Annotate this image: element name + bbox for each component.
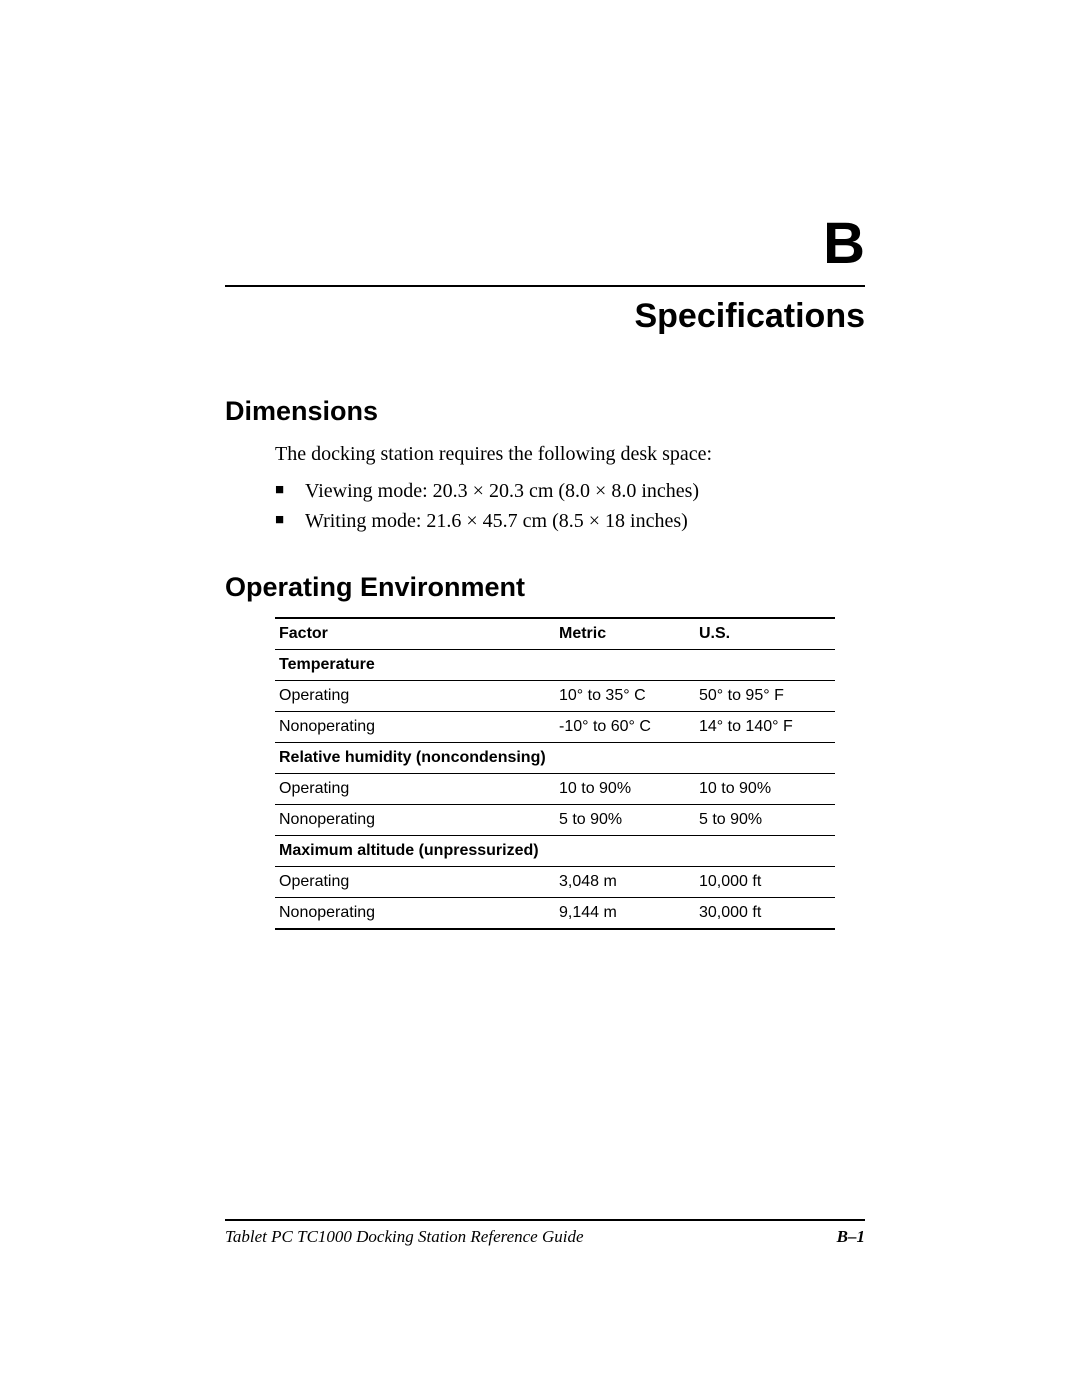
subhead-label: Temperature xyxy=(275,650,835,681)
cell-us: 14° to 140° F xyxy=(695,712,835,743)
cell-factor: Operating xyxy=(275,681,555,712)
cell-us: 30,000 ft xyxy=(695,898,835,930)
dimensions-intro: The docking station requires the followi… xyxy=(275,441,865,468)
cell-factor: Nonoperating xyxy=(275,712,555,743)
cell-us: 10,000 ft xyxy=(695,867,835,898)
cell-us: 5 to 90% xyxy=(695,805,835,836)
subhead-label: Relative humidity (noncondensing) xyxy=(275,743,835,774)
cell-us: 10 to 90% xyxy=(695,774,835,805)
chapter-title: Specifications xyxy=(225,297,865,336)
title-rule xyxy=(225,285,865,287)
cell-metric: -10° to 60° C xyxy=(555,712,695,743)
footer-page-number: B–1 xyxy=(837,1227,865,1247)
col-header-metric: Metric xyxy=(555,618,695,650)
cell-metric: 3,048 m xyxy=(555,867,695,898)
section-heading-dimensions: Dimensions xyxy=(225,396,865,427)
table-header-row: Factor Metric U.S. xyxy=(275,618,835,650)
cell-metric: 10° to 35° C xyxy=(555,681,695,712)
list-item: Writing mode: 21.6 × 45.7 cm (8.5 × 18 i… xyxy=(275,506,865,536)
col-header-factor: Factor xyxy=(275,618,555,650)
page-content: B Specifications Dimensions The docking … xyxy=(0,0,1080,930)
subhead-label: Maximum altitude (unpressurized) xyxy=(275,836,835,867)
table-row: Operating 10 to 90% 10 to 90% xyxy=(275,774,835,805)
table-subhead: Temperature xyxy=(275,650,835,681)
cell-factor: Operating xyxy=(275,867,555,898)
table-row: Operating 3,048 m 10,000 ft xyxy=(275,867,835,898)
cell-metric: 5 to 90% xyxy=(555,805,695,836)
table-subhead: Maximum altitude (unpressurized) xyxy=(275,836,835,867)
footer-doc-title: Tablet PC TC1000 Docking Station Referen… xyxy=(225,1227,584,1247)
cell-factor: Nonoperating xyxy=(275,898,555,930)
cell-metric: 9,144 m xyxy=(555,898,695,930)
col-header-us: U.S. xyxy=(695,618,835,650)
cell-metric: 10 to 90% xyxy=(555,774,695,805)
cell-us: 50° to 95° F xyxy=(695,681,835,712)
table-row: Nonoperating -10° to 60° C 14° to 140° F xyxy=(275,712,835,743)
table-row: Nonoperating 5 to 90% 5 to 90% xyxy=(275,805,835,836)
table-row: Operating 10° to 35° C 50° to 95° F xyxy=(275,681,835,712)
section-heading-operating-env: Operating Environment xyxy=(225,572,865,603)
cell-factor: Operating xyxy=(275,774,555,805)
cell-factor: Nonoperating xyxy=(275,805,555,836)
appendix-letter: B xyxy=(225,210,865,277)
footer-rule xyxy=(225,1219,865,1221)
table-subhead: Relative humidity (noncondensing) xyxy=(275,743,835,774)
page-footer: Tablet PC TC1000 Docking Station Referen… xyxy=(225,1219,865,1247)
table-row: Nonoperating 9,144 m 30,000 ft xyxy=(275,898,835,930)
operating-env-table: Factor Metric U.S. Temperature Operating… xyxy=(275,617,835,930)
dimensions-list: Viewing mode: 20.3 × 20.3 cm (8.0 × 8.0 … xyxy=(275,476,865,536)
list-item: Viewing mode: 20.3 × 20.3 cm (8.0 × 8.0 … xyxy=(275,476,865,506)
